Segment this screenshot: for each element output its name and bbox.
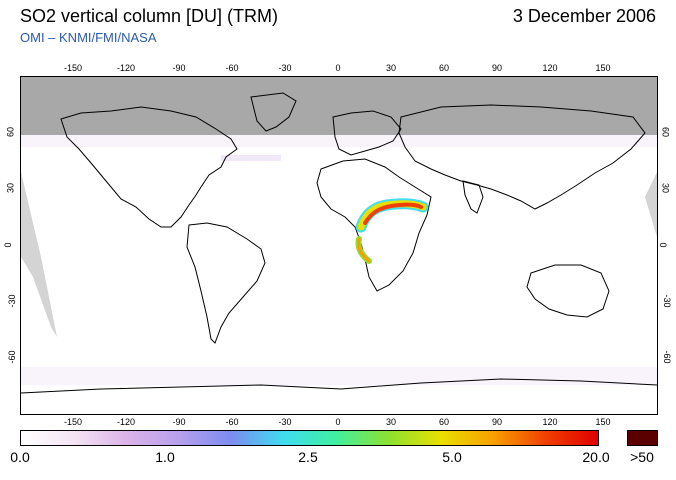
no-data-west xyxy=(21,172,57,337)
latitude-tick-label: -60 xyxy=(7,350,18,364)
overflow-label: >50 xyxy=(630,449,654,465)
longitude-tick-label: 150 xyxy=(595,63,611,73)
longitude-tick-label: -120 xyxy=(116,417,136,427)
longitude-tick-label: 120 xyxy=(542,63,558,73)
latitude-tick-label: -30 xyxy=(7,294,18,308)
so2-plume xyxy=(355,198,429,264)
longitude-tick-label: -120 xyxy=(116,63,136,73)
longitude-tick-label: -30 xyxy=(278,63,292,73)
colorbar-label: 5.0 xyxy=(442,449,462,465)
colorbar-label: 20.0 xyxy=(582,449,610,465)
longitude-tick-label: -150 xyxy=(63,417,83,427)
longitude-tick-label: 30 xyxy=(385,63,397,73)
longitude-tick-label: -60 xyxy=(225,417,239,427)
longitude-tick-label: -90 xyxy=(172,63,186,73)
longitude-tick-label: 150 xyxy=(595,417,611,427)
world-map xyxy=(20,76,658,415)
longitude-tick-label: 60 xyxy=(438,63,450,73)
figure-title: SO2 vertical column [DU] (TRM) xyxy=(20,6,279,26)
latitude-tick-label: 60 xyxy=(660,127,671,138)
color-scale-bar xyxy=(20,430,599,446)
longitude-tick-label: 120 xyxy=(542,417,558,427)
polar-night-region xyxy=(21,77,657,135)
longitude-tick-label: 60 xyxy=(438,417,450,427)
longitude-tick-label: 90 xyxy=(491,417,503,427)
longitude-tick-label: -90 xyxy=(172,417,186,427)
longitude-tick-label: -60 xyxy=(225,63,239,73)
latitude-tick-label: 60 xyxy=(5,127,16,138)
colorbar-label: 2.5 xyxy=(298,449,318,465)
colorbar-label: 1.0 xyxy=(155,449,175,465)
longitude-tick-label: 0 xyxy=(335,417,341,427)
overflow-color-box xyxy=(627,430,658,446)
latitude-tick-label: 0 xyxy=(3,241,14,248)
credit-line: OMI – KNMI/FMI/NASA xyxy=(20,30,157,45)
longitude-tick-label: 90 xyxy=(491,63,503,73)
latitude-tick-label: -30 xyxy=(662,294,673,308)
figure-date: 3 December 2006 xyxy=(512,6,656,26)
coastlines xyxy=(21,92,657,394)
longitude-tick-label: -150 xyxy=(63,63,83,73)
longitude-tick-label: 30 xyxy=(385,417,397,427)
no-data-east xyxy=(645,172,657,237)
background-noise xyxy=(21,135,657,385)
longitude-tick-label: 0 xyxy=(335,63,341,73)
latitude-tick-label: 30 xyxy=(660,183,671,194)
latitude-tick-label: 30 xyxy=(5,183,16,194)
colorbar-label: 0.0 xyxy=(10,449,30,465)
latitude-tick-label: -60 xyxy=(662,350,673,364)
latitude-tick-label: 0 xyxy=(658,241,669,248)
longitude-tick-label: -30 xyxy=(278,417,292,427)
